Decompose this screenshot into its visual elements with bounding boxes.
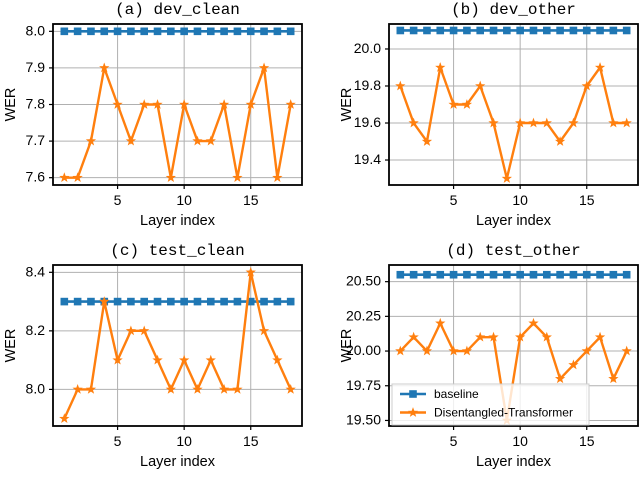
svg-text:5: 5 (114, 192, 122, 208)
svg-text:(b) dev_other: (b) dev_other (451, 1, 576, 19)
svg-text:Layer index: Layer index (140, 213, 216, 229)
svg-text:19.4: 19.4 (354, 151, 381, 167)
svg-text:19.6: 19.6 (354, 114, 381, 130)
svg-text:20.0: 20.0 (354, 40, 381, 56)
svg-text:WER: WER (339, 88, 355, 122)
svg-text:15: 15 (243, 192, 259, 208)
svg-text:10: 10 (512, 433, 528, 449)
svg-text:8.0: 8.0 (26, 22, 46, 38)
svg-text:baseline: baseline (434, 387, 479, 401)
svg-text:8.4: 8.4 (26, 263, 46, 279)
svg-text:10: 10 (176, 433, 192, 449)
svg-text:8.2: 8.2 (26, 322, 46, 338)
svg-text:19.75: 19.75 (346, 377, 381, 393)
svg-text:Layer index: Layer index (140, 454, 216, 470)
svg-text:WER: WER (3, 88, 19, 122)
svg-text:19.8: 19.8 (354, 77, 381, 93)
svg-text:20.50: 20.50 (346, 273, 381, 289)
svg-text:15: 15 (243, 433, 259, 449)
svg-text:5: 5 (114, 433, 122, 449)
svg-text:Layer index: Layer index (476, 213, 552, 229)
svg-text:WER: WER (3, 329, 19, 363)
svg-text:(d) test_other: (d) test_other (446, 242, 580, 260)
svg-text:7.7: 7.7 (26, 132, 46, 148)
svg-text:19.50: 19.50 (346, 411, 381, 427)
svg-text:7.8: 7.8 (26, 96, 46, 112)
svg-text:5: 5 (450, 192, 458, 208)
svg-text:(c) test_clean: (c) test_clean (110, 242, 244, 260)
svg-text:15: 15 (579, 192, 595, 208)
svg-text:10: 10 (512, 192, 528, 208)
svg-text:8.0: 8.0 (26, 380, 46, 396)
svg-text:WER: WER (339, 329, 355, 363)
svg-text:5: 5 (450, 433, 458, 449)
svg-text:Disentangled-Transformer: Disentangled-Transformer (434, 406, 573, 420)
svg-text:7.6: 7.6 (26, 169, 46, 185)
svg-text:(a) dev_clean: (a) dev_clean (115, 1, 240, 19)
svg-text:20.25: 20.25 (346, 307, 381, 323)
svg-text:Layer index: Layer index (476, 454, 552, 470)
svg-text:15: 15 (579, 433, 595, 449)
svg-text:7.9: 7.9 (26, 59, 46, 75)
svg-text:10: 10 (176, 192, 192, 208)
